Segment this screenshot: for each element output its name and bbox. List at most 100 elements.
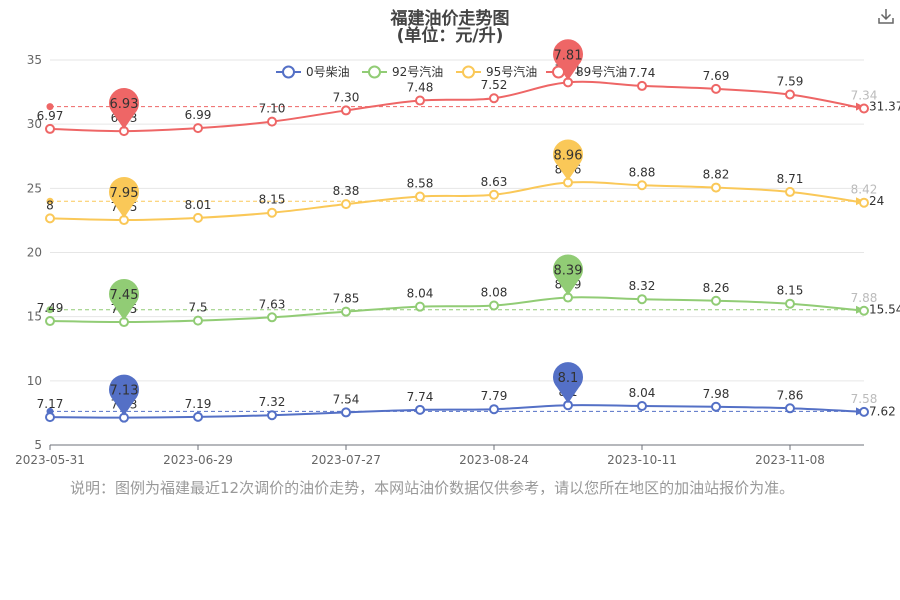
data-label: 8.15 — [259, 193, 286, 207]
chart-subtitle: (单位：元/升) — [396, 26, 504, 46]
data-point — [341, 199, 351, 210]
data-point — [637, 294, 647, 305]
average-line-start — [46, 103, 54, 111]
data-label: 8.04 — [407, 287, 434, 301]
pin-label: 8.96 — [554, 149, 583, 164]
pin-label: 7.13 — [110, 384, 139, 399]
axes: 5 10 15 20 25 30 35 2023-05-31 2023-06-29 2023-07… — [15, 53, 864, 467]
data-label: 8.04 — [629, 386, 656, 400]
max-pin: 8.1 — [553, 362, 583, 404]
data-point — [859, 197, 869, 208]
x-tick-label: 2023-06-29 — [163, 453, 233, 467]
y-tick-label: 20 — [27, 246, 42, 260]
download-icon[interactable] — [876, 6, 896, 26]
min-pin: 6.93 — [109, 88, 140, 130]
series-line — [49, 296, 865, 324]
data-label: 8.42 — [851, 183, 878, 197]
data-point — [45, 412, 55, 423]
data-label: 7.74 — [629, 66, 656, 80]
max-pin: 8.39 — [553, 254, 583, 296]
pin-label: 8.1 — [558, 371, 579, 386]
legend-label: 95号汽油 — [486, 64, 537, 79]
pin-shape — [109, 374, 140, 416]
pin-shape — [553, 254, 583, 296]
data-label: 7.49 — [37, 301, 64, 315]
data-label: 7.10 — [259, 102, 286, 116]
data-label: 7.98 — [703, 387, 730, 401]
legend-item[interactable]: 92号汽油 — [362, 64, 443, 79]
legend-marker — [282, 65, 295, 79]
average-label: 7.62 — [869, 404, 896, 418]
data-label: 7.5 — [188, 301, 207, 315]
data-point — [193, 411, 203, 422]
pin-shape — [109, 176, 140, 219]
data-label: 7.48 — [407, 81, 434, 95]
y-tick-label: 15 — [27, 310, 42, 324]
min-pin: 7.45 — [109, 278, 140, 321]
pin-shape — [553, 362, 583, 404]
data-point — [785, 403, 795, 414]
data-point — [785, 298, 795, 309]
data-point — [859, 305, 869, 316]
data-point — [45, 316, 55, 327]
data-point — [785, 89, 795, 100]
chart-note: 说明：图例为福建最近12次调价的油价走势，本网站油价数据仅供参考，请以您所在地区… — [70, 479, 795, 497]
data-point — [637, 180, 647, 191]
average-lines: 7.62 15.54 24 31.37 — [46, 100, 900, 418]
data-label: 8.58 — [407, 177, 434, 191]
data-point — [341, 105, 351, 116]
data-point — [711, 182, 721, 193]
data-point — [415, 95, 425, 106]
y-tick-label: 30 — [27, 117, 42, 131]
data-point — [45, 213, 55, 224]
x-tick-label: 2023-11-08 — [755, 453, 825, 467]
data-label: 7.58 — [851, 392, 878, 406]
series-line — [49, 181, 865, 222]
legend-label: 0号柴油 — [306, 65, 350, 79]
y-tick-label: 25 — [27, 181, 42, 195]
pin-label: 7.81 — [554, 48, 583, 63]
data-label: 7.30 — [333, 90, 360, 104]
data-point — [415, 191, 425, 202]
data-point — [489, 189, 499, 200]
legend: 0号柴油 92号汽油 95号汽油 89号汽油 — [276, 64, 627, 79]
data-point — [711, 295, 721, 306]
data-point — [637, 400, 647, 411]
data-label: 6.97 — [37, 109, 64, 123]
data-point — [711, 83, 721, 94]
data-point — [267, 312, 277, 323]
x-tick-label: 2023-05-31 — [15, 453, 85, 467]
data-point — [267, 207, 277, 218]
data-label: 8.08 — [481, 286, 508, 300]
legend-item[interactable]: 95号汽油 — [456, 64, 537, 79]
data-labels: 7.17 7.13 7.19 7.32 7.54 7.74 7.79 8.1 8.04 7.98 7… — [37, 62, 878, 411]
series-line — [49, 80, 865, 133]
data-label: 8.63 — [481, 175, 508, 189]
data-label: 7.19 — [185, 397, 212, 411]
average-label: 24 — [869, 194, 884, 208]
legend-label: 89号汽油 — [576, 64, 627, 79]
pin-label: 8.39 — [554, 264, 583, 279]
data-point — [341, 407, 351, 418]
pin-shape — [109, 278, 140, 321]
min-pin: 7.95 — [109, 176, 140, 219]
legend-item[interactable]: 89号汽油 — [546, 64, 627, 79]
pin-shape — [553, 39, 583, 81]
data-point — [859, 103, 869, 114]
data-point — [415, 301, 425, 312]
data-label: 7.85 — [333, 292, 360, 306]
pin-shape — [553, 139, 583, 181]
data-label: 8.15 — [777, 284, 804, 298]
series-lines — [45, 77, 869, 423]
data-point — [267, 116, 277, 127]
data-point — [193, 315, 203, 326]
average-label: 31.37 — [869, 100, 900, 114]
data-label: 7.59 — [777, 75, 804, 89]
data-point — [193, 212, 203, 223]
data-point — [489, 93, 499, 104]
legend-item[interactable]: 0号柴油 — [276, 65, 350, 79]
data-label: 7.79 — [481, 389, 508, 403]
max-pin: 8.96 — [553, 139, 583, 181]
data-point — [415, 404, 425, 415]
